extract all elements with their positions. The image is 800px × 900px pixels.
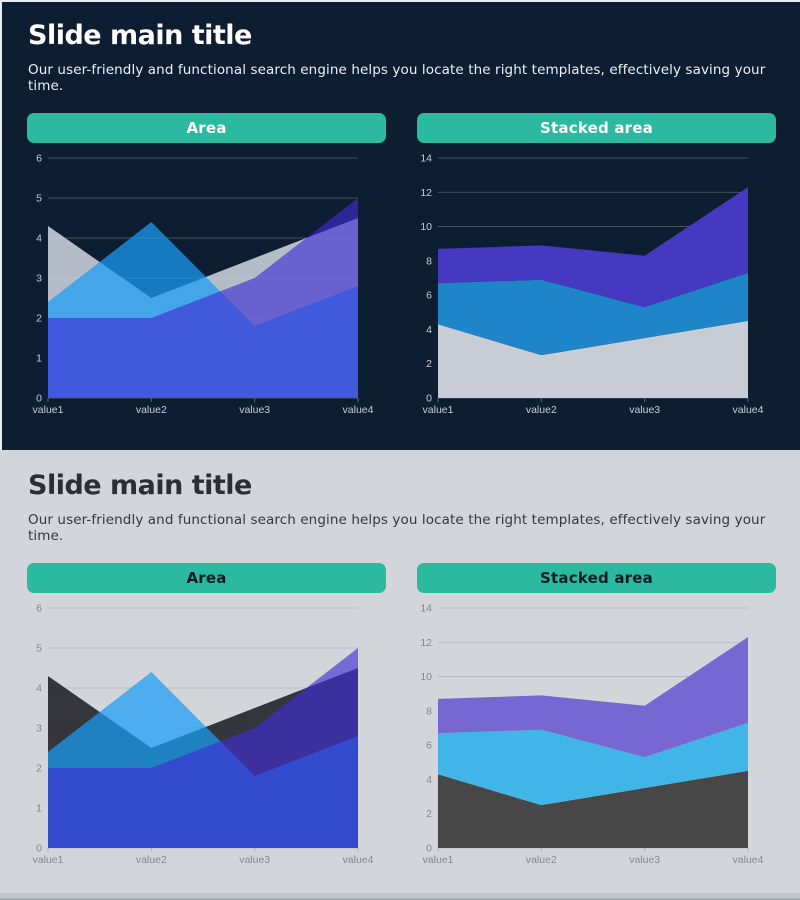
y-tick-label: 6	[36, 153, 42, 165]
y-tick-label: 4	[426, 324, 432, 336]
y-tick-label: 14	[420, 603, 432, 615]
y-tick-label: 2	[36, 763, 42, 775]
y-tick-label: 8	[426, 705, 432, 717]
slide-subtitle: Our user-friendly and functional search …	[28, 512, 766, 544]
y-tick-label: 3	[36, 723, 42, 735]
series-purple-band	[438, 637, 748, 758]
series-blue-band	[438, 722, 748, 806]
series-purple-area	[48, 648, 358, 848]
area-chart: 0 1 2 3 4 5 6 value1 value2 value3 value4	[33, 153, 374, 416]
x-tick-label: value2	[136, 404, 167, 415]
x-tick-label: value3	[239, 854, 270, 865]
y-tick-label: 2	[426, 358, 432, 370]
x-tick-label: value4	[733, 854, 764, 865]
y-tick-label: 10	[420, 221, 432, 233]
y-tick-label: 0	[36, 393, 42, 405]
x-tick-label: value3	[239, 404, 270, 415]
x-tick-label: value2	[136, 854, 167, 865]
x-tick-label: value2	[526, 854, 557, 865]
stacked-area-chart-button[interactable]: Stacked area	[417, 113, 776, 143]
frame-left-edge	[0, 0, 2, 450]
x-tick-label: value1	[423, 404, 454, 415]
series-gray-band	[438, 320, 748, 398]
x-tick-label: value1	[33, 854, 64, 865]
x-tick-label: value1	[423, 854, 454, 865]
area-chart-button[interactable]: Area	[27, 113, 386, 143]
y-tick-label: 6	[426, 290, 432, 302]
x-tick-label: value3	[629, 404, 660, 415]
slide-dark: Slide main title Our user-friendly and f…	[0, 0, 800, 450]
y-tick-label: 2	[36, 313, 42, 325]
x-tick-label: value4	[343, 854, 374, 865]
series-blue-band	[438, 272, 748, 356]
y-tick-label: 0	[426, 843, 432, 855]
y-tick-label: 1	[36, 353, 42, 365]
slide-light: Slide main title Our user-friendly and f…	[0, 450, 800, 900]
y-tick-label: 0	[36, 843, 42, 855]
y-tick-label: 5	[36, 643, 42, 655]
y-tick-label: 0	[426, 393, 432, 405]
y-tick-label: 4	[36, 233, 42, 245]
y-tick-label: 12	[420, 187, 432, 199]
stacked-area-chart: 0 2 4 6 8 10 12 14 value1 value2 value3 value4	[420, 153, 764, 416]
y-tick-label: 14	[420, 153, 432, 165]
y-tick-label: 1	[36, 803, 42, 815]
y-tick-label: 6	[36, 603, 42, 615]
y-tick-label: 10	[420, 671, 432, 683]
y-tick-label: 2	[426, 808, 432, 820]
x-tick-label: value3	[629, 854, 660, 865]
y-tick-label: 5	[36, 193, 42, 205]
series-gray-band	[438, 770, 748, 848]
y-tick-label: 4	[426, 774, 432, 786]
y-tick-label: 4	[36, 683, 42, 695]
area-chart-button[interactable]: Area	[27, 563, 386, 593]
stacked-area-chart: 0 2 4 6 8 10 12 14 value1 value2 value3 value4	[420, 603, 764, 866]
x-tick-label: value4	[343, 404, 374, 415]
area-chart: 0 1 2 3 4 5 6 value1 value2 value3 value4	[33, 603, 374, 866]
slide-title: Slide main title	[28, 470, 252, 501]
y-tick-label: 6	[426, 740, 432, 752]
x-tick-label: value4	[733, 404, 764, 415]
series-purple-area	[48, 198, 358, 398]
stacked-area-chart-button[interactable]: Stacked area	[417, 563, 776, 593]
y-tick-label: 3	[36, 273, 42, 285]
next-slide-edge	[0, 893, 800, 900]
slide-title: Slide main title	[28, 20, 252, 51]
slide-subtitle: Our user-friendly and functional search …	[28, 62, 766, 94]
y-tick-label: 8	[426, 255, 432, 267]
x-tick-label: value1	[33, 404, 64, 415]
series-purple-band	[438, 187, 748, 308]
frame-top-edge	[0, 0, 800, 2]
x-tick-label: value2	[526, 404, 557, 415]
y-tick-label: 12	[420, 637, 432, 649]
